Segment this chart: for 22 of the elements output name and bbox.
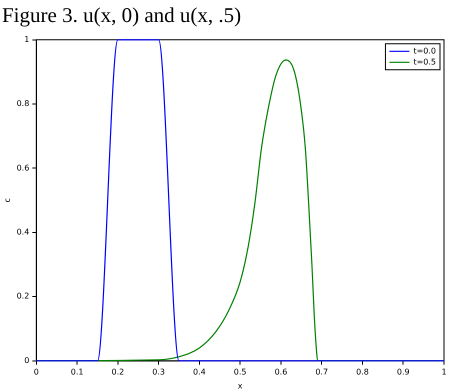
- x-tick-label: 0.5: [234, 368, 247, 377]
- x-tick-label: 0.4: [193, 368, 206, 377]
- x-tick-label: 1: [441, 368, 447, 377]
- chart-title: Figure 3. u(x, 0) and u(x, .5): [1, 2, 242, 29]
- legend-label: t=0.5: [413, 57, 436, 66]
- y-tick-label: 0.6: [16, 163, 30, 172]
- y-axis-title: c: [2, 198, 12, 203]
- x-axis-title: x: [238, 381, 243, 390]
- x-tick-label: 0.6: [274, 368, 288, 377]
- x-tick-label: 0: [34, 368, 39, 377]
- y-tick-label: 1: [24, 34, 30, 44]
- y-tick-label: 0.8: [16, 99, 30, 108]
- x-tick-label: 0.9: [396, 368, 410, 377]
- x-tick-label: 0.8: [356, 368, 369, 377]
- x-tick-label: 0.7: [315, 368, 328, 377]
- y-tick-label: 0: [24, 356, 30, 365]
- x-tick-label: 0.1: [70, 368, 84, 377]
- x-tick-label: 0.2: [111, 368, 124, 377]
- legend-label: t=0.0: [413, 46, 436, 56]
- y-tick-label: 0.2: [16, 292, 30, 301]
- y-tick-label: 0.4: [16, 227, 30, 236]
- x-tick-label: 0.3: [152, 368, 165, 377]
